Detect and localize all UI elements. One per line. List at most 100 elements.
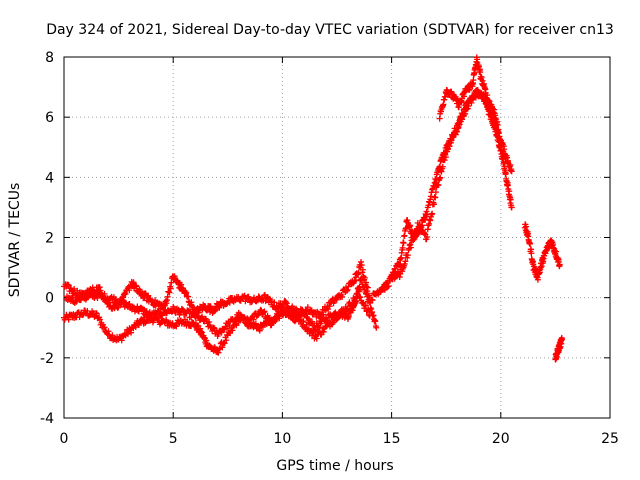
data-point (508, 204, 515, 211)
series-track-c (63, 258, 373, 322)
data-point (320, 328, 327, 335)
data-point (145, 292, 152, 299)
data-point (223, 337, 230, 344)
data-point (320, 311, 327, 318)
series-track-g (521, 221, 563, 283)
data-point (501, 146, 508, 153)
data-point (173, 323, 180, 330)
data-point (553, 248, 560, 255)
data-point (120, 294, 127, 301)
data-point (283, 300, 290, 307)
y-axis-label: SDTVAR / TECUs (7, 183, 23, 298)
data-point (314, 308, 321, 315)
data-point (344, 306, 351, 313)
data-point (446, 143, 453, 150)
data-point (210, 324, 217, 331)
data-point (348, 302, 355, 309)
data-point (164, 293, 171, 300)
data-point (424, 233, 431, 240)
data-point (68, 295, 75, 302)
data-point (271, 299, 278, 306)
data-point (96, 316, 103, 323)
x-tick-label: 25 (601, 431, 619, 447)
data-point (226, 323, 233, 330)
data-point (304, 304, 311, 311)
y-tick-label: 2 (45, 231, 54, 247)
data-point (130, 279, 137, 286)
data-point (431, 201, 438, 208)
data-point (132, 324, 139, 331)
y-tick-label: 0 (45, 291, 54, 307)
data-point (96, 284, 103, 291)
data-point (497, 138, 504, 145)
x-tick-label: 0 (60, 431, 69, 447)
data-point (71, 285, 78, 292)
data-point (385, 283, 392, 290)
data-point (128, 329, 135, 336)
data-point (206, 318, 213, 325)
y-tick-label: 4 (45, 170, 54, 186)
data-point (85, 291, 92, 298)
data-point (105, 328, 112, 335)
data-point (94, 288, 101, 295)
data-point (97, 287, 104, 294)
data-point (223, 301, 230, 308)
data-point (156, 308, 163, 315)
data-point (126, 287, 133, 294)
data-point (229, 327, 236, 334)
data-point (333, 296, 340, 303)
data-point (192, 312, 199, 319)
data-point (558, 336, 565, 343)
data-point (105, 299, 112, 306)
data-point (355, 288, 362, 295)
data-point (257, 306, 264, 313)
data-point (357, 294, 364, 301)
data-point (250, 316, 257, 323)
data-point (527, 240, 534, 247)
data-point (109, 332, 116, 339)
data-point (534, 276, 541, 283)
data-point (65, 316, 72, 323)
data-point (351, 277, 358, 284)
data-point (507, 161, 514, 168)
axis-ticks: 0 5 10 15 20 25 -4 -2 0 2 4 6 8 (40, 50, 619, 447)
data-point (75, 293, 82, 300)
data-point (399, 244, 406, 251)
y-tick-label: -4 (40, 411, 54, 427)
series-track-f (436, 54, 504, 145)
data-point (135, 322, 142, 329)
data-point (115, 304, 122, 311)
data-point (339, 293, 346, 300)
data-point (296, 310, 303, 317)
x-tick-label: 10 (273, 431, 291, 447)
data-point (291, 310, 298, 317)
data-point (557, 343, 564, 350)
data-point (441, 157, 448, 164)
data-point (334, 314, 341, 321)
data-point (122, 291, 129, 298)
series-track-a (61, 275, 380, 356)
data-point (124, 331, 131, 338)
chart-title: Day 324 of 2021, Sidereal Day-to-day VTE… (46, 22, 614, 38)
data-point (364, 307, 371, 314)
data-point (100, 324, 107, 331)
data-point (361, 274, 368, 281)
data-point (313, 335, 320, 342)
data-point (309, 318, 316, 325)
x-tick-label: 15 (383, 431, 401, 447)
data-point (538, 263, 545, 270)
data-point (470, 77, 477, 84)
data-point (358, 262, 365, 269)
data-point (456, 121, 463, 128)
data-point (101, 324, 108, 331)
data-point (407, 222, 414, 229)
data-point (233, 322, 240, 329)
data-point (326, 303, 333, 310)
data-point (79, 312, 86, 319)
x-axis-label: GPS time / hours (276, 458, 393, 474)
data-point (93, 310, 100, 317)
data-point (429, 210, 436, 217)
data-point (556, 261, 563, 268)
data-point (241, 315, 248, 322)
data-point (216, 346, 223, 353)
